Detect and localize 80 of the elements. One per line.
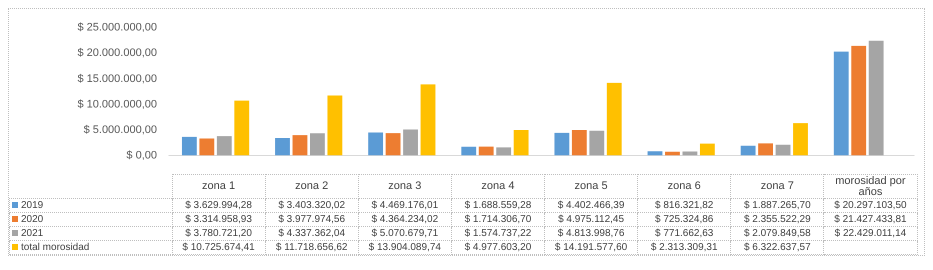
data-label: $ 2.355.522,29: [730, 212, 824, 226]
data-label: $ 3.780.721,20: [172, 226, 266, 240]
data-label: $ 11.718.656,62: [265, 240, 358, 254]
data-label: $ 3.977.974,56: [265, 212, 358, 226]
data-label: $ 21.427.433,81: [824, 212, 917, 226]
data-label: $ 20.297.103,50: [824, 198, 917, 212]
data-label: $ 3.314.958,93: [172, 212, 266, 226]
data-label: $ 4.469.176,01: [358, 198, 452, 212]
bar: [740, 146, 756, 156]
data-label: $ 1.574.737,22: [451, 226, 544, 240]
y-tick-label: $ 25.000.000,00: [77, 22, 157, 34]
bar: [606, 82, 622, 156]
bar: [216, 136, 232, 156]
bar: [496, 147, 512, 156]
bar: [665, 152, 680, 156]
data-label: $ 3.403.320,02: [265, 198, 358, 212]
bar: [554, 132, 570, 156]
data-label: $ 10.725.674,41: [172, 240, 266, 254]
data-label: $ 725.324,86: [638, 212, 731, 226]
data-label: $ 4.337.362,04: [265, 226, 358, 240]
bar: [648, 151, 662, 156]
bar: [386, 133, 401, 156]
x-tick-label: morosidad por años: [824, 174, 917, 198]
bar: [682, 151, 698, 156]
bar: [793, 123, 808, 156]
bar: [199, 138, 214, 156]
bar: [234, 100, 250, 156]
y-tick-label: $ 0,00: [126, 149, 157, 162]
data-label: $ 4.813.998,76: [544, 226, 638, 240]
bar: [327, 95, 342, 156]
data-label: $ 771.662,63: [638, 226, 731, 240]
y-tick-label: $ 15.000.000,00: [77, 72, 157, 85]
x-tick-label: zona 2: [265, 174, 358, 198]
bar: [514, 130, 529, 156]
bar: [420, 84, 436, 156]
x-tick-label: zona 5: [544, 174, 638, 198]
bar: [403, 129, 418, 156]
legend-label: 2020: [10, 212, 172, 226]
bar: [851, 46, 866, 156]
bar: [461, 146, 476, 156]
data-label: $ 13.904.089,74: [358, 240, 452, 254]
data-label: $ 6.322.637,57: [730, 240, 824, 254]
data-label: $ 2.079.849,58: [730, 226, 824, 240]
legend-label: 2021: [10, 226, 172, 240]
bar: [310, 133, 325, 156]
data-label: $ 4.975.112,45: [544, 212, 638, 226]
x-tick-label: zona 4: [451, 174, 544, 198]
data-label: $ 4.977.603,20: [451, 240, 544, 254]
y-tick-label: $ 5.000.000,00: [84, 124, 157, 136]
legend-label: total morosidad: [10, 240, 172, 254]
bar: [834, 52, 849, 156]
x-tick-label: zona 3: [358, 174, 452, 198]
bar: [182, 136, 197, 156]
data-label: $ 4.364.234,02: [358, 212, 452, 226]
x-tick-label: zona 6: [638, 174, 731, 198]
bar: [700, 144, 715, 156]
bar: [758, 143, 774, 156]
bar: [368, 132, 384, 156]
data-label: $ 1.688.559,28: [451, 198, 544, 212]
data-label: $ 1.887.265,70: [730, 198, 824, 212]
data-label: $ 22.429.011,14: [824, 226, 917, 240]
bar: [292, 135, 308, 156]
data-label: $ 1.714.306,70: [451, 212, 544, 226]
legend-label: 2019: [10, 198, 172, 212]
bar: [868, 40, 884, 156]
y-tick-label: $ 10.000.000,00: [77, 98, 157, 110]
data-label: $ 2.313.309,31: [638, 240, 731, 254]
data-label: $ 5.070.679,71: [358, 226, 452, 240]
bar: [776, 144, 790, 156]
y-tick-label: $ 20.000.000,00: [77, 47, 157, 60]
data-label: $ 4.402.466,39: [544, 198, 638, 212]
bar: [478, 146, 494, 156]
x-tick-label: zona 7: [730, 174, 824, 198]
data-label: $ 3.629.994,28: [172, 198, 266, 212]
data-label: $ 14.191.577,60: [544, 240, 638, 254]
data-label: $ 816.321,82: [638, 198, 731, 212]
x-tick-label: zona 1: [172, 174, 266, 198]
bar: [589, 130, 604, 156]
bar: [275, 138, 290, 156]
bar: [572, 130, 587, 156]
